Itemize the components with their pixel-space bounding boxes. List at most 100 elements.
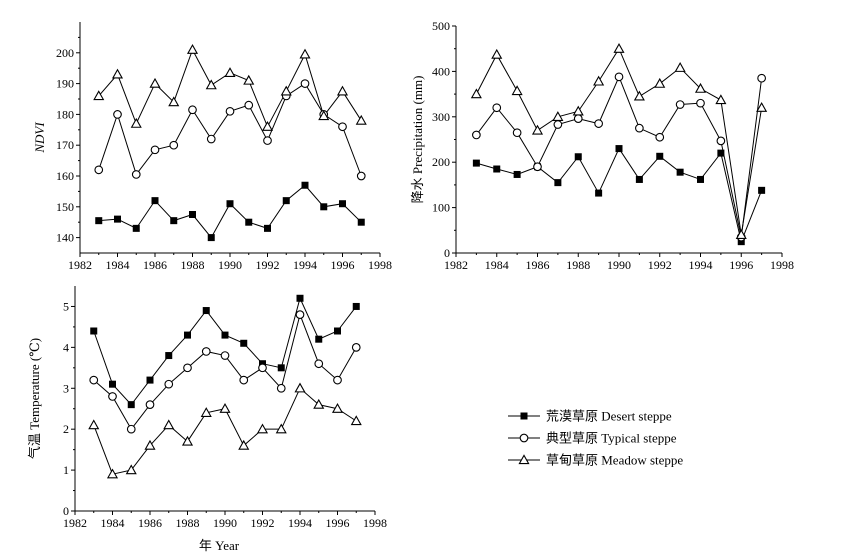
x-tick-label: 1996 xyxy=(729,258,753,272)
x-tick-label: 1990 xyxy=(607,258,631,272)
data-point-sq xyxy=(90,327,98,335)
legend-marker xyxy=(519,433,529,443)
data-point-sq xyxy=(221,331,229,339)
data-point-tr xyxy=(318,110,330,121)
data-point-sq xyxy=(146,376,154,384)
x-tick-label: 1994 xyxy=(288,516,312,530)
y-tick-label: 1 xyxy=(63,463,69,477)
data-point-tr xyxy=(715,94,727,105)
data-point-ci xyxy=(314,359,324,369)
x-tick-label: 1988 xyxy=(176,516,200,530)
data-point-tr xyxy=(106,468,119,479)
data-point-sq xyxy=(170,217,178,225)
data-point-tr xyxy=(336,85,349,96)
x-tick-label: 1986 xyxy=(143,258,167,272)
data-point-sq xyxy=(240,339,248,347)
y-axis-label: 气温 Temperature (℃) xyxy=(27,338,42,459)
data-point-sq xyxy=(493,165,501,173)
data-point-tr xyxy=(350,415,362,426)
x-tick-label: 1998 xyxy=(368,258,392,272)
data-point-ci xyxy=(635,123,644,133)
data-point-tr xyxy=(294,382,306,393)
data-point-ci xyxy=(757,73,766,83)
data-point-ci xyxy=(614,72,624,82)
data-point-ci xyxy=(472,130,481,140)
data-point-ci xyxy=(338,122,347,132)
x-tick-label: 1986 xyxy=(526,258,550,272)
y-tick-label: 0 xyxy=(63,504,69,518)
data-point-sq xyxy=(277,364,285,372)
data-point-tr xyxy=(593,75,605,86)
data-point-tr xyxy=(168,96,180,107)
series-line-ci xyxy=(98,82,362,177)
data-point-tr xyxy=(256,423,269,434)
y-tick-label: 300 xyxy=(432,110,450,124)
data-point-ci xyxy=(716,136,726,146)
x-tick-label: 1990 xyxy=(213,516,237,530)
data-point-tr xyxy=(756,101,768,112)
data-point-ci xyxy=(244,100,254,110)
data-point-tr xyxy=(355,114,367,125)
data-point-tr xyxy=(491,48,503,59)
data-point-sq xyxy=(296,294,304,302)
data-point-ci xyxy=(333,375,342,385)
data-point-sq xyxy=(339,200,346,208)
x-tick-label: 1994 xyxy=(689,258,713,272)
data-point-tr xyxy=(674,62,686,72)
data-point-ci xyxy=(201,347,211,356)
y-tick-label: 200 xyxy=(56,46,74,60)
data-point-ci xyxy=(206,134,216,144)
chart-panel-1: 1982 1984 1986 1988 1990 1992 1994 1996 1998 140 1… xyxy=(32,22,392,272)
data-point-tr xyxy=(88,419,100,430)
data-point-sq xyxy=(315,335,323,343)
x-tick-label: 1984 xyxy=(101,516,125,530)
y-tick-label: 160 xyxy=(56,169,74,183)
y-tick-label: 0 xyxy=(444,246,450,260)
x-tick-label: 1988 xyxy=(181,258,205,272)
legend-label: 草甸草原 Meadow steppe xyxy=(546,453,683,468)
data-point-ci xyxy=(356,171,366,181)
data-point-tr xyxy=(200,407,212,417)
series-line-sq xyxy=(476,147,763,244)
data-point-ci xyxy=(220,351,230,360)
data-point-sq xyxy=(264,224,271,232)
data-point-tr xyxy=(275,423,287,434)
data-point-tr xyxy=(261,120,274,131)
data-point-sq xyxy=(595,189,603,197)
data-point-sq xyxy=(184,331,191,339)
data-point-ci xyxy=(512,128,522,138)
data-point-sq xyxy=(635,175,643,183)
y-tick-label: 3 xyxy=(63,381,69,395)
data-point-sq xyxy=(226,200,234,208)
data-point-tr xyxy=(299,48,311,59)
data-point-tr xyxy=(219,403,231,413)
data-point-tr xyxy=(111,68,124,79)
data-point-sq xyxy=(357,218,365,226)
x-tick-label: 1982 xyxy=(68,258,92,272)
legend-marker xyxy=(520,412,528,420)
data-point-tr xyxy=(470,88,482,99)
data-point-ci xyxy=(351,343,361,352)
data-point-tr xyxy=(735,229,747,239)
data-point-tr xyxy=(531,124,544,135)
data-point-tr xyxy=(224,67,236,77)
data-point-ci xyxy=(573,114,583,123)
data-point-tr xyxy=(572,105,584,116)
data-point-tr xyxy=(93,90,105,101)
data-point-sq xyxy=(165,352,173,360)
data-point-sq xyxy=(697,175,704,183)
data-point-ci xyxy=(300,79,310,88)
data-point-tr xyxy=(633,90,645,101)
y-tick-label: 140 xyxy=(56,231,74,245)
data-point-ci xyxy=(594,119,603,128)
data-point-tr xyxy=(552,111,564,121)
data-point-ci xyxy=(183,363,192,373)
x-tick-label: 1998 xyxy=(363,516,387,530)
x-axis-label: 年 Year xyxy=(199,538,240,553)
data-point-ci xyxy=(89,375,99,385)
data-point-sq xyxy=(151,197,159,205)
chart-panel-3: 1982 1984 1986 1988 1990 1992 1994 1996 1998 0 1 2 3… xyxy=(27,286,387,553)
y-tick-label: 4 xyxy=(63,340,69,354)
data-point-sq xyxy=(737,238,745,246)
data-point-sq xyxy=(472,159,480,167)
